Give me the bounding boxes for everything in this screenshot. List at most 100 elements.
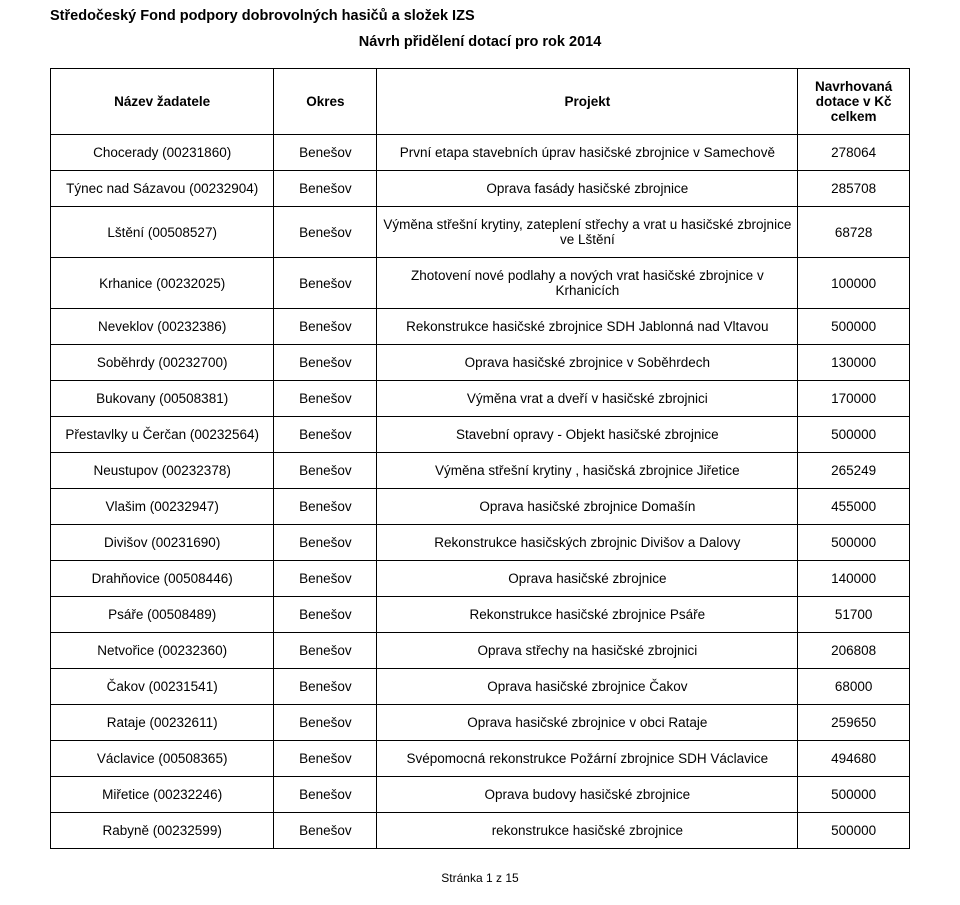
- cell-okres: Benešov: [274, 489, 377, 525]
- cell-project: Výměna střešní krytiny, zateplení střech…: [377, 207, 798, 258]
- cell-okres: Benešov: [274, 417, 377, 453]
- cell-project: Oprava hasičské zbrojnice Čakov: [377, 669, 798, 705]
- cell-name: Rabyně (00232599): [51, 813, 274, 849]
- cell-okres: Benešov: [274, 525, 377, 561]
- col-header-project: Projekt: [377, 69, 798, 135]
- allocations-table: Název žadatele Okres Projekt Navrhovaná …: [50, 68, 910, 849]
- cell-project: rekonstrukce hasičské zbrojnice: [377, 813, 798, 849]
- cell-name: Lštění (00508527): [51, 207, 274, 258]
- cell-project: Oprava střechy na hasičské zbrojnici: [377, 633, 798, 669]
- cell-amount: 500000: [798, 813, 910, 849]
- table-row: Drahňovice (00508446)BenešovOprava hasič…: [51, 561, 910, 597]
- cell-name: Čakov (00231541): [51, 669, 274, 705]
- cell-amount: 68000: [798, 669, 910, 705]
- table-row: Netvořice (00232360)BenešovOprava střech…: [51, 633, 910, 669]
- cell-amount: 455000: [798, 489, 910, 525]
- cell-amount: 68728: [798, 207, 910, 258]
- table-row: Rataje (00232611)BenešovOprava hasičské …: [51, 705, 910, 741]
- cell-okres: Benešov: [274, 171, 377, 207]
- cell-amount: 500000: [798, 525, 910, 561]
- col-header-amount: Navrhovaná dotace v Kč celkem: [798, 69, 910, 135]
- cell-okres: Benešov: [274, 597, 377, 633]
- table-row: Bukovany (00508381)BenešovVýměna vrat a …: [51, 381, 910, 417]
- table-header-row: Název žadatele Okres Projekt Navrhovaná …: [51, 69, 910, 135]
- table-row: Čakov (00231541)BenešovOprava hasičské z…: [51, 669, 910, 705]
- table-row: Chocerady (00231860)BenešovPrvní etapa s…: [51, 135, 910, 171]
- table-row: Lštění (00508527)BenešovVýměna střešní k…: [51, 207, 910, 258]
- table-row: Týnec nad Sázavou (00232904)BenešovOprav…: [51, 171, 910, 207]
- table-row: Václavice (00508365)BenešovSvépomocná re…: [51, 741, 910, 777]
- cell-amount: 278064: [798, 135, 910, 171]
- table-row: Soběhrdy (00232700)BenešovOprava hasičsk…: [51, 345, 910, 381]
- cell-name: Psáře (00508489): [51, 597, 274, 633]
- table-row: Divišov (00231690)BenešovRekonstrukce ha…: [51, 525, 910, 561]
- cell-name: Václavice (00508365): [51, 741, 274, 777]
- cell-okres: Benešov: [274, 669, 377, 705]
- table-row: Rabyně (00232599)Benešovrekonstrukce has…: [51, 813, 910, 849]
- table-row: Neustupov (00232378)BenešovVýměna střešn…: [51, 453, 910, 489]
- table-row: Miřetice (00232246)BenešovOprava budovy …: [51, 777, 910, 813]
- cell-name: Rataje (00232611): [51, 705, 274, 741]
- cell-amount: 51700: [798, 597, 910, 633]
- cell-name: Krhanice (00232025): [51, 258, 274, 309]
- col-header-name: Název žadatele: [51, 69, 274, 135]
- main-title: Středočeský Fond podpory dobrovolných ha…: [50, 8, 910, 24]
- table-body: Chocerady (00231860)BenešovPrvní etapa s…: [51, 135, 910, 849]
- cell-okres: Benešov: [274, 561, 377, 597]
- table-row: Vlašim (00232947)BenešovOprava hasičské …: [51, 489, 910, 525]
- page: Středočeský Fond podpory dobrovolných ha…: [0, 0, 960, 905]
- cell-project: Svépomocná rekonstrukce Požární zbrojnic…: [377, 741, 798, 777]
- cell-okres: Benešov: [274, 381, 377, 417]
- cell-amount: 100000: [798, 258, 910, 309]
- cell-project: Výměna střešní krytiny , hasičská zbrojn…: [377, 453, 798, 489]
- table-row: Přestavlky u Čerčan (00232564)BenešovSta…: [51, 417, 910, 453]
- cell-okres: Benešov: [274, 633, 377, 669]
- cell-name: Divišov (00231690): [51, 525, 274, 561]
- cell-okres: Benešov: [274, 258, 377, 309]
- cell-name: Neveklov (00232386): [51, 309, 274, 345]
- cell-project: Rekonstrukce hasičské zbrojnice SDH Jabl…: [377, 309, 798, 345]
- cell-project: Oprava hasičské zbrojnice Domašín: [377, 489, 798, 525]
- cell-project: Oprava hasičské zbrojnice: [377, 561, 798, 597]
- cell-name: Chocerady (00231860): [51, 135, 274, 171]
- cell-name: Bukovany (00508381): [51, 381, 274, 417]
- cell-project: Výměna vrat a dveří v hasičské zbrojnici: [377, 381, 798, 417]
- cell-okres: Benešov: [274, 135, 377, 171]
- title-block: Středočeský Fond podpory dobrovolných ha…: [50, 8, 910, 50]
- cell-project: Zhotovení nové podlahy a nových vrat has…: [377, 258, 798, 309]
- cell-project: Oprava fasády hasičské zbrojnice: [377, 171, 798, 207]
- table-row: Psáře (00508489)BenešovRekonstrukce hasi…: [51, 597, 910, 633]
- page-footer: Stránka 1 z 15: [50, 871, 910, 885]
- cell-amount: 130000: [798, 345, 910, 381]
- cell-name: Soběhrdy (00232700): [51, 345, 274, 381]
- cell-amount: 140000: [798, 561, 910, 597]
- cell-amount: 494680: [798, 741, 910, 777]
- cell-amount: 500000: [798, 417, 910, 453]
- cell-okres: Benešov: [274, 741, 377, 777]
- cell-amount: 500000: [798, 777, 910, 813]
- cell-okres: Benešov: [274, 813, 377, 849]
- cell-name: Neustupov (00232378): [51, 453, 274, 489]
- cell-name: Přestavlky u Čerčan (00232564): [51, 417, 274, 453]
- cell-okres: Benešov: [274, 453, 377, 489]
- cell-amount: 206808: [798, 633, 910, 669]
- cell-project: Rekonstrukce hasičských zbrojnic Divišov…: [377, 525, 798, 561]
- cell-amount: 285708: [798, 171, 910, 207]
- col-header-okres: Okres: [274, 69, 377, 135]
- cell-name: Drahňovice (00508446): [51, 561, 274, 597]
- cell-project: První etapa stavebních úprav hasičské zb…: [377, 135, 798, 171]
- cell-okres: Benešov: [274, 705, 377, 741]
- table-row: Krhanice (00232025)BenešovZhotovení nové…: [51, 258, 910, 309]
- cell-name: Týnec nad Sázavou (00232904): [51, 171, 274, 207]
- cell-okres: Benešov: [274, 309, 377, 345]
- cell-name: Netvořice (00232360): [51, 633, 274, 669]
- cell-project: Stavební opravy - Objekt hasičské zbrojn…: [377, 417, 798, 453]
- table-row: Neveklov (00232386)BenešovRekonstrukce h…: [51, 309, 910, 345]
- cell-project: Oprava budovy hasičské zbrojnice: [377, 777, 798, 813]
- cell-name: Vlašim (00232947): [51, 489, 274, 525]
- cell-okres: Benešov: [274, 345, 377, 381]
- cell-okres: Benešov: [274, 207, 377, 258]
- cell-name: Miřetice (00232246): [51, 777, 274, 813]
- cell-project: Oprava hasičské zbrojnice v obci Rataje: [377, 705, 798, 741]
- cell-amount: 500000: [798, 309, 910, 345]
